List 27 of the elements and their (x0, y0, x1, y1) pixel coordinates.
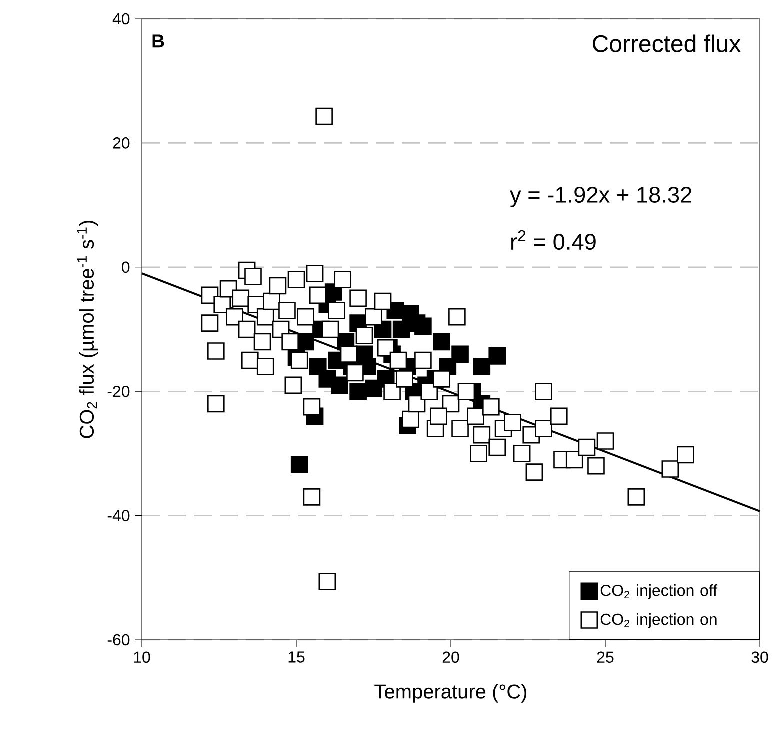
y-tick-label: -40 (108, 510, 130, 522)
y-tick-label: 20 (113, 138, 130, 149)
y-tick-label: 40 (112, 13, 130, 25)
y-tick-label: 0 (122, 262, 130, 274)
x-tick-label: 10 (134, 652, 150, 664)
annotation: r$^{2}$ = 0.49 (511, 230, 596, 250)
x-tick-label: 15 (288, 652, 305, 663)
legend-label: CO$_{2}$ injection on (600, 613, 717, 628)
annotation: y = -1.92x + 18.32 (510, 186, 692, 208)
x-tick-label: 30 (752, 652, 768, 664)
point (290, 456, 308, 474)
point (452, 346, 469, 363)
y-axis-title: CO$_{2}$ flux (µmol tree$^{-1}$ s$^{-1}$) (77, 220, 98, 438)
point (309, 358, 327, 376)
y-tick-label: -60 (108, 634, 130, 646)
x-axis-title: Temperature (°C) (374, 684, 527, 703)
point (414, 318, 432, 336)
annotation: Corrected flux (593, 34, 741, 52)
point (433, 333, 450, 351)
legend-label: CO$_{2}$ injection off (600, 584, 718, 600)
point (488, 348, 506, 365)
x-tick-label: 25 (597, 652, 614, 664)
point (350, 382, 367, 400)
point (473, 358, 491, 376)
y-tick-label: -20 (108, 386, 130, 398)
x-tick-label: 20 (442, 652, 460, 664)
annotation: B (152, 34, 164, 48)
